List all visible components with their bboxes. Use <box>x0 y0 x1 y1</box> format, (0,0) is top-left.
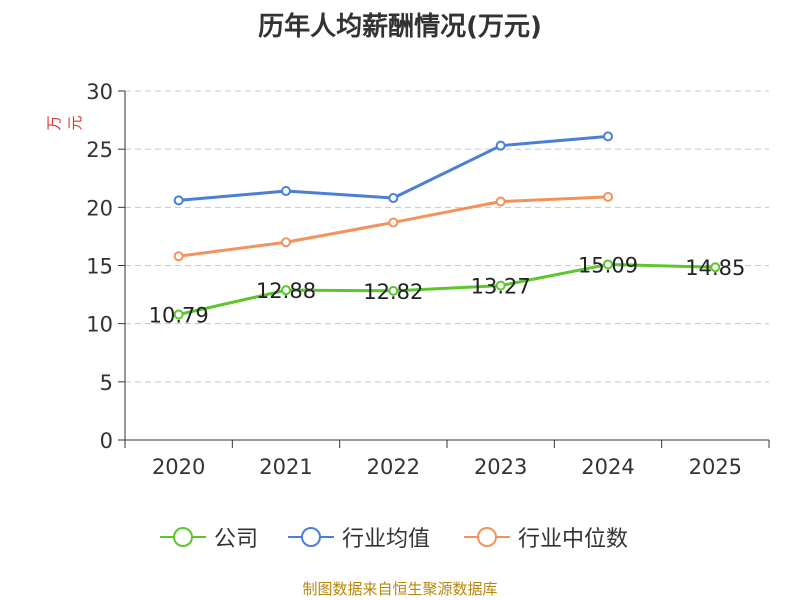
legend-item-industry-median[interactable]: 行业中位数 <box>464 520 628 554</box>
x-tick-label: 2025 <box>689 455 742 479</box>
x-tick-label: 2024 <box>581 455 634 479</box>
x-tick-label: 2023 <box>474 455 527 479</box>
data-label: 13.27 <box>471 275 531 299</box>
series-line <box>178 262 716 316</box>
data-point <box>495 280 506 291</box>
legend-item-industry-average[interactable]: 行业均值 <box>288 520 430 554</box>
data-point <box>603 259 613 270</box>
series-line <box>178 134 609 202</box>
data-point <box>388 285 399 296</box>
data-label: 15.09 <box>578 253 638 277</box>
data-label: 14.85 <box>685 256 745 280</box>
data-point <box>603 131 613 142</box>
data-point <box>173 251 184 262</box>
legend-marker-icon <box>160 527 206 547</box>
legend-label: 行业中位数 <box>518 527 629 552</box>
data-point <box>388 217 399 228</box>
chart-legend: 公司 行业均值 行业中位数 <box>0 520 800 554</box>
x-tick-label: 2021 <box>259 455 312 479</box>
y-tick-label: 25 <box>86 138 113 162</box>
source-note: 制图数据来自恒生聚源数据库 <box>302 580 498 598</box>
data-label: 12.82 <box>363 280 423 304</box>
chart-title: 历年人均薪酬情况(万元) <box>258 12 542 42</box>
y-tick-label: 0 <box>100 429 113 453</box>
legend-marker-icon <box>464 527 510 547</box>
data-point <box>495 196 506 207</box>
data-point <box>281 285 291 296</box>
y-tick-label: 15 <box>86 255 113 279</box>
legend-marker-icon <box>288 527 334 547</box>
data-point <box>281 237 291 248</box>
x-tick-label: 2020 <box>152 455 205 479</box>
data-point <box>173 195 184 206</box>
data-point <box>710 262 721 273</box>
y-tick-label: 10 <box>86 313 113 337</box>
data-point <box>388 193 399 204</box>
data-point <box>495 140 506 151</box>
y-tick-label: 5 <box>100 371 113 395</box>
data-point <box>173 309 184 320</box>
data-point <box>603 191 613 202</box>
legend-label: 公司 <box>214 527 259 552</box>
legend-item-company[interactable]: 公司 <box>160 520 258 554</box>
data-label: 12.88 <box>256 279 316 303</box>
y-tick-label: 20 <box>86 196 113 220</box>
x-tick-label: 2022 <box>367 455 420 479</box>
data-point <box>281 186 291 197</box>
legend-label: 行业均值 <box>342 527 431 552</box>
data-label: 10.79 <box>149 303 209 327</box>
y-tick-label: 30 <box>86 80 113 104</box>
